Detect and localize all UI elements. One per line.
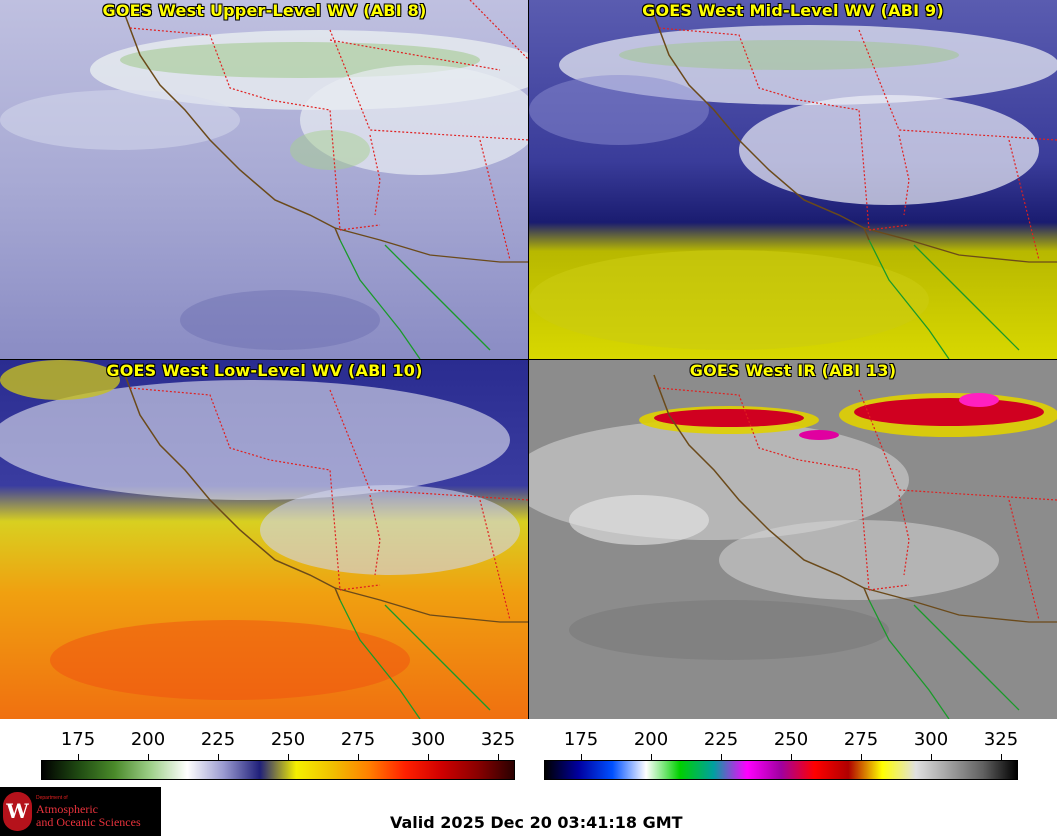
- colorbar-tick: [791, 754, 792, 760]
- colorbar-tick-label: 250: [270, 729, 306, 750]
- panel-mid-level-wv: GOES West Mid-Level WV (ABI 9): [529, 0, 1057, 359]
- uw-crest-icon: W: [3, 792, 32, 831]
- colorbar-tick-label: 225: [200, 729, 236, 750]
- panel-ir: GOES West IR (ABI 13): [529, 360, 1057, 719]
- colorbar-gradient: [544, 760, 1018, 780]
- colorbar-tick-label: 300: [410, 729, 446, 750]
- colorbar-tick-label: 200: [633, 729, 669, 750]
- colorbar-tick-label: 200: [130, 729, 166, 750]
- colorbar-tick-label: 275: [340, 729, 376, 750]
- colorbar-tick: [581, 754, 582, 760]
- panel-title: GOES West Low-Level WV (ABI 10): [106, 361, 423, 380]
- colorbar-ir: 175 200 225 250 275 300 325: [529, 720, 1057, 780]
- upper-level-wv-image: [0, 0, 529, 359]
- colorbar-tick-label: 325: [983, 729, 1019, 750]
- colorbar-tick-label: 275: [843, 729, 879, 750]
- colorbar-tick: [148, 754, 149, 760]
- colorbar-tick-label: 300: [913, 729, 949, 750]
- colorbar-wv: 175 200 225 250 275 300 325: [0, 720, 529, 780]
- mid-level-wv-image: [529, 0, 1057, 359]
- colorbar-tick: [1001, 754, 1002, 760]
- colorbar-tick: [78, 754, 79, 760]
- colorbar-tick: [861, 754, 862, 760]
- colorbar-tick-label: 175: [60, 729, 96, 750]
- logo-line1: Atmospheric: [36, 802, 98, 816]
- panel-divider-horizontal: [0, 359, 1057, 360]
- colorbar-tick-label: 250: [773, 729, 809, 750]
- panel-title: GOES West Mid-Level WV (ABI 9): [642, 1, 944, 20]
- colorbar-tick: [218, 754, 219, 760]
- panel-title: GOES West IR (ABI 13): [689, 361, 897, 380]
- colorbar-tick-label: 225: [703, 729, 739, 750]
- ir-image: [529, 360, 1057, 719]
- panel-low-level-wv: GOES West Low-Level WV (ABI 10): [0, 360, 529, 719]
- colorbar-tick: [288, 754, 289, 760]
- colorbar-gradient: [41, 760, 515, 780]
- panel-upper-level-wv: GOES West Upper-Level WV (ABI 8): [0, 0, 529, 359]
- colorbar-tick: [498, 754, 499, 760]
- valid-time: Valid 2025 Dec 20 03:41:18 GMT: [390, 813, 683, 832]
- colorbar-tick-label: 325: [480, 729, 516, 750]
- colorbar-tick-label: 175: [563, 729, 599, 750]
- colorbar-tick: [358, 754, 359, 760]
- colorbar-tick: [651, 754, 652, 760]
- low-level-wv-image: [0, 360, 529, 719]
- aos-logo: W Department of Atmospheric and Oceanic …: [0, 787, 161, 836]
- colorbar-tick: [931, 754, 932, 760]
- logo-dept-text: Department of: [36, 795, 68, 801]
- colorbar-tick: [428, 754, 429, 760]
- panel-title: GOES West Upper-Level WV (ABI 8): [102, 1, 427, 20]
- colorbar-tick: [721, 754, 722, 760]
- logo-line2: and Oceanic Sciences: [36, 815, 141, 829]
